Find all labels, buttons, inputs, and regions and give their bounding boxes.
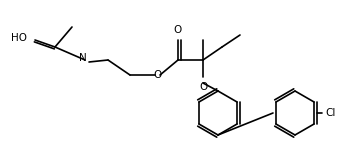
Text: O: O [154, 70, 162, 80]
Text: O: O [199, 82, 207, 92]
Text: HO: HO [11, 33, 27, 43]
Text: N: N [79, 53, 87, 63]
Text: Cl: Cl [325, 108, 335, 118]
Text: O: O [174, 25, 182, 35]
